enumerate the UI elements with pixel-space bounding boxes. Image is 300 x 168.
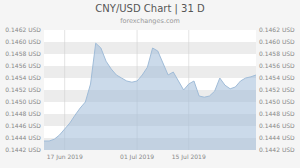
y-tick-label: 0.1442 USD [5,146,41,153]
y-tick-label: 0.1458 USD [5,50,41,57]
grid-band [44,42,256,54]
y-tick-label-right: 0.1450 USD [259,98,295,105]
y-tick-label: 0.1452 USD [5,86,41,93]
y-tick-label-right: 0.1456 USD [259,62,295,69]
y-tick-label-right: 0.1452 USD [259,86,295,93]
y-tick-label-right: 0.1444 USD [259,134,295,141]
x-tick-label: 01 Jul 2019 [120,153,154,161]
chart: 0.1442 USD 0.1442 USD 0.1444 USD 0.1444 USD… [0,0,300,168]
y-tick-label-right: 0.1442 USD [259,146,295,153]
area [44,43,256,150]
grid [44,30,256,150]
y-tick-label: 0.1444 USD [5,134,41,141]
subtitle: forexchanges.com [120,17,180,25]
y-tick-label-right: 0.1454 USD [259,74,295,81]
y-tick-label: 0.1450 USD [5,98,41,105]
y-tick-label: 0.1446 USD [5,122,41,129]
chart-container: 0.1442 USD 0.1442 USD 0.1444 USD 0.1444 USD… [0,0,300,168]
axes: 0.1442 USD 0.1442 USD 0.1444 USD 0.1444 USD… [5,26,295,161]
y-tick-label-right: 0.1460 USD [259,38,295,45]
y-tick-label-right: 0.1462 USD [259,26,295,33]
y-tick-label: 0.1456 USD [5,62,41,69]
y-tick-label-right: 0.1446 USD [259,122,295,129]
y-tick-label: 0.1460 USD [5,38,41,45]
y-tick-label: 0.1454 USD [5,74,41,81]
title: CNY/USD Chart | 31 D [95,3,205,15]
x-tick-label: 17 Jun 2019 [47,153,83,161]
x-tick-label: 15 Jul 2019 [172,153,206,161]
y-tick-label: 0.1462 USD [5,26,41,33]
plot-area [44,43,256,150]
y-tick-label-right: 0.1448 USD [259,110,295,117]
line [44,43,256,141]
y-tick-label-right: 0.1458 USD [259,50,295,57]
plot-background [44,30,256,150]
y-tick-label: 0.1448 USD [5,110,41,117]
